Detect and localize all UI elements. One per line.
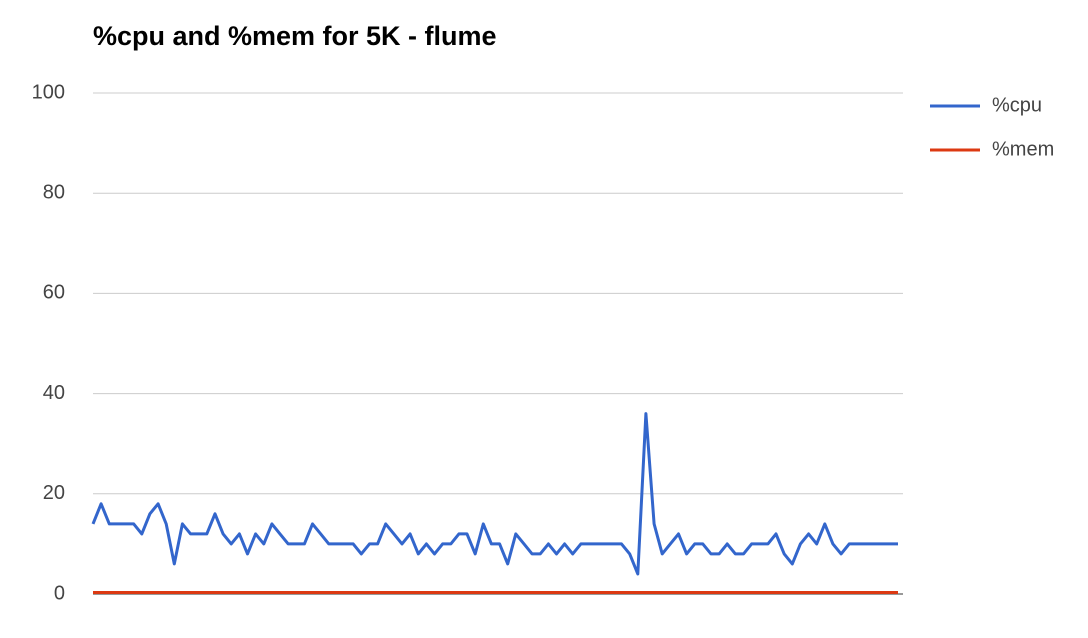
legend-label: %cpu (992, 94, 1042, 116)
series-line (91, 412, 898, 576)
y-tick-label: 60 (43, 282, 65, 304)
y-tick-label: 20 (43, 482, 65, 504)
legend-label: %mem (992, 138, 1054, 160)
y-tick-label: 80 (43, 181, 65, 203)
y-tick-label: 40 (43, 382, 65, 404)
y-tick-label: 0 (54, 582, 65, 604)
y-tick-label: 100 (32, 81, 65, 103)
chart-title: %cpu and %mem for 5K - flume (93, 21, 497, 51)
